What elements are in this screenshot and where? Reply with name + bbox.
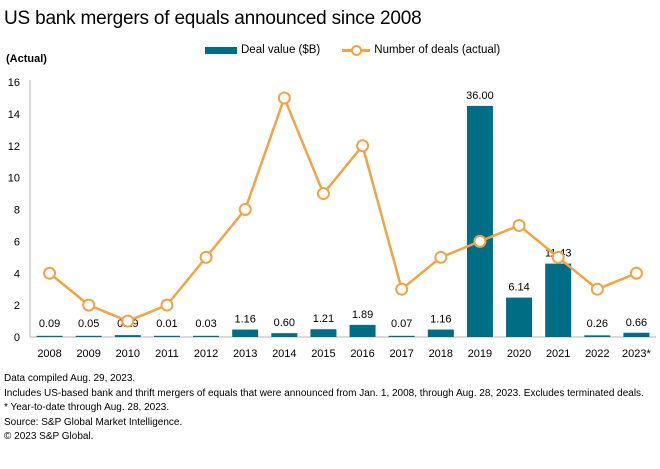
x-tick-label: 2016: [350, 348, 374, 360]
bar-data-label: 0.03: [195, 318, 216, 330]
line-marker: [629, 266, 643, 280]
bar-deal-value: [623, 332, 650, 337]
y-tick-label: 4: [14, 268, 20, 280]
chart-title: US bank mergers of equals announced sinc…: [4, 8, 422, 29]
bar-deal-value: [584, 335, 611, 337]
x-tick-label: 2023*: [622, 348, 651, 360]
bar-data-label: 0.60: [274, 317, 295, 329]
y-tick-label: 14: [8, 109, 20, 121]
legend-label-deal-value: Deal value ($B): [241, 44, 321, 56]
legend-line-swatch: [342, 45, 371, 56]
line-marker: [590, 282, 604, 296]
legend: Deal value ($B) Number of deals (actual): [205, 44, 522, 56]
line-marker: [199, 250, 213, 264]
x-tick-label: 2021: [546, 348, 570, 360]
bar-data-label: 6.14: [508, 282, 529, 294]
line-marker: [356, 139, 370, 153]
bar-data-label: 0.09: [39, 318, 60, 330]
line-number-of-deals: [48, 96, 637, 323]
line-marker: [473, 234, 487, 248]
bar-deal-value: [75, 335, 102, 337]
y-tick-label: 2: [14, 300, 20, 312]
note-source: Source: S&P Global Market Intelligence.: [4, 416, 183, 428]
x-tick-label: 2008: [37, 348, 61, 360]
line-marker: [238, 203, 252, 216]
bar-deal-value: [545, 263, 572, 337]
legend-item-deal-value: Deal value ($B): [205, 44, 320, 56]
line-marker: [551, 250, 565, 264]
note-copyright: © 2023 S&P Global.: [4, 431, 94, 442]
bar-deal-value: [36, 335, 63, 337]
line-marker: [43, 266, 57, 280]
x-tick-label: 2014: [272, 348, 296, 360]
line-marker: [395, 282, 409, 296]
bar-deal-value: [349, 324, 376, 337]
note-includes: Includes US-based bank and thrift merger…: [4, 387, 644, 399]
bar-deal-value: [506, 297, 533, 337]
line-marker: [512, 218, 526, 232]
chart-plot: 02468101214160.090.050.290.010.031.160.6…: [8, 77, 656, 360]
bar-data-label: 1.21: [313, 313, 334, 325]
legend-label-number-of-deals: Number of deals (actual): [374, 44, 501, 56]
note-compiled: Data compiled Aug. 29, 2023.: [4, 373, 136, 384]
y-tick-label: 0: [14, 332, 20, 344]
bar-deal-value: [271, 333, 298, 337]
footnotes: Data compiled Aug. 29, 2023. Includes US…: [4, 372, 654, 445]
x-tick-label: 2019: [468, 348, 492, 360]
line-marker: [82, 298, 96, 312]
bar-deal-value: [232, 329, 259, 337]
x-tick-label: 2009: [76, 348, 100, 360]
bar-data-label: 1.16: [234, 314, 255, 326]
note-ytd: * Year-to-date through Aug. 28, 2023.: [4, 402, 170, 413]
bar-data-label: 1.89: [352, 309, 373, 321]
y-axis-label: (Actual): [6, 53, 47, 65]
line-marker: [277, 91, 291, 105]
legend-item-number-of-deals: Number of deals (actual): [342, 44, 500, 56]
bar-data-label: 36.00: [466, 90, 494, 102]
y-tick-label: 10: [8, 173, 20, 185]
bar-data-label: 0.26: [587, 318, 608, 330]
bar-deal-value: [388, 335, 415, 337]
y-tick-label: 6: [14, 236, 20, 248]
bar-data-label: 0.01: [156, 318, 177, 330]
x-tick-label: 2020: [507, 348, 531, 360]
line-marker: [121, 314, 135, 328]
line-marker: [434, 250, 448, 264]
y-tick-label: 16: [8, 77, 20, 89]
line-marker: [160, 298, 174, 312]
x-tick-label: 2018: [429, 348, 453, 360]
bar-deal-value: [193, 335, 220, 337]
x-tick-label: 2010: [116, 348, 140, 360]
x-tick-label: 2012: [194, 348, 218, 360]
x-tick-label: 2011: [155, 348, 179, 360]
bar-deal-value: [153, 335, 180, 337]
x-tick-label: 2017: [389, 348, 413, 360]
bar-data-label: 1.16: [430, 314, 451, 326]
y-tick-label: 8: [14, 205, 20, 217]
x-tick-label: 2022: [585, 348, 609, 360]
x-tick-label: 2013: [233, 348, 257, 360]
line-marker: [316, 187, 330, 201]
bar-deal-value: [114, 335, 141, 337]
legend-bar-swatch: [205, 46, 237, 54]
bar-data-label: 0.07: [391, 318, 412, 330]
bar-deal-value: [310, 329, 337, 337]
bar-data-label: 0.66: [626, 317, 647, 329]
bar-deal-value: [427, 329, 454, 337]
bar-data-label: 0.05: [78, 318, 99, 330]
bar-deal-value: [466, 105, 493, 337]
x-tick-label: 2015: [311, 348, 335, 360]
y-tick-label: 12: [8, 141, 20, 153]
